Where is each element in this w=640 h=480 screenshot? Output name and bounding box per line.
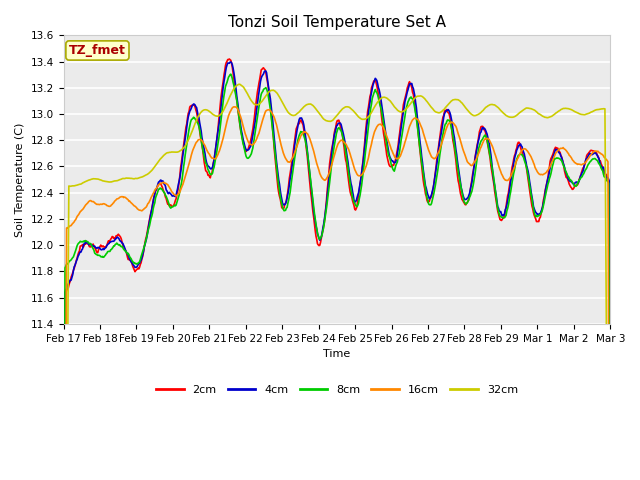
- 16cm: [211, 156, 218, 162]
- 16cm: [181, 174, 189, 180]
- Legend: 2cm, 4cm, 8cm, 16cm, 32cm: 2cm, 4cm, 8cm, 16cm, 32cm: [151, 380, 522, 399]
- 16cm: [230, 104, 237, 110]
- 2cm: [181, 130, 189, 136]
- 16cm: [420, 132, 428, 138]
- 4cm: [227, 59, 235, 65]
- 8cm: [227, 71, 235, 77]
- 32cm: [181, 143, 189, 149]
- 2cm: [126, 257, 134, 263]
- 32cm: [211, 112, 218, 118]
- Line: 32cm: 32cm: [63, 84, 611, 480]
- 2cm: [420, 182, 428, 188]
- 2cm: [225, 56, 233, 62]
- 8cm: [420, 175, 428, 181]
- 4cm: [211, 157, 218, 163]
- 8cm: [181, 152, 189, 158]
- 8cm: [404, 99, 412, 105]
- Line: 16cm: 16cm: [63, 107, 611, 480]
- 8cm: [126, 254, 134, 260]
- 32cm: [404, 104, 412, 109]
- X-axis label: Time: Time: [323, 349, 351, 359]
- 8cm: [70, 254, 77, 260]
- 4cm: [70, 268, 77, 274]
- Line: 8cm: 8cm: [63, 74, 611, 480]
- Line: 2cm: 2cm: [63, 59, 611, 480]
- 4cm: [126, 256, 134, 262]
- 32cm: [420, 95, 428, 101]
- 4cm: [181, 136, 189, 142]
- Line: 4cm: 4cm: [63, 62, 611, 480]
- 32cm: [126, 175, 134, 181]
- 16cm: [126, 198, 134, 204]
- Text: TZ_fmet: TZ_fmet: [69, 44, 126, 57]
- 2cm: [404, 83, 412, 89]
- 16cm: [70, 220, 77, 226]
- 4cm: [404, 87, 412, 93]
- 8cm: [211, 164, 218, 170]
- 32cm: [236, 82, 243, 87]
- 4cm: [420, 172, 428, 178]
- Title: Tonzi Soil Temperature Set A: Tonzi Soil Temperature Set A: [228, 15, 446, 30]
- Y-axis label: Soil Temperature (C): Soil Temperature (C): [15, 122, 25, 237]
- 2cm: [211, 157, 218, 163]
- 2cm: [70, 267, 77, 273]
- 32cm: [70, 183, 77, 189]
- 16cm: [404, 129, 412, 135]
